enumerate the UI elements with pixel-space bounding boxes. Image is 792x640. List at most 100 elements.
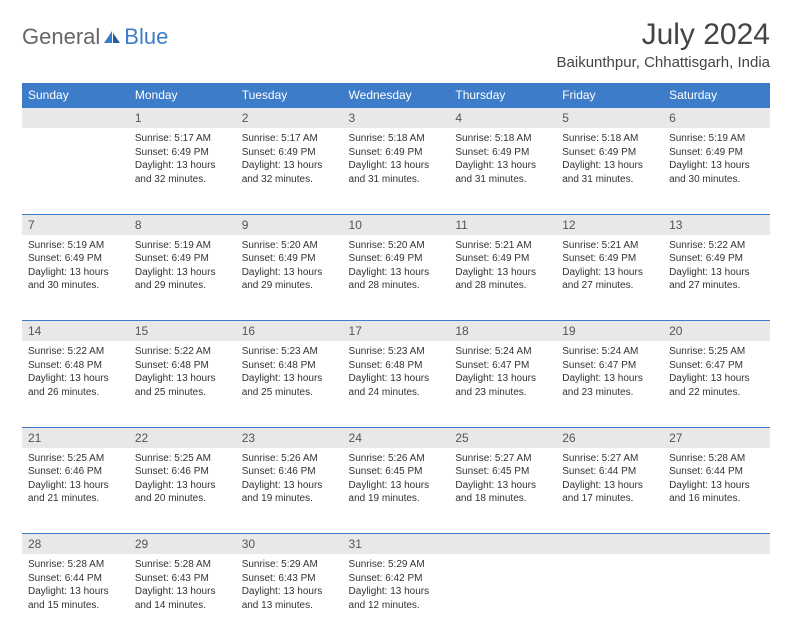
calendar-table: Sunday Monday Tuesday Wednesday Thursday… xyxy=(22,83,770,640)
day-dl2: and 16 minutes. xyxy=(669,492,764,506)
day-ss: Sunset: 6:48 PM xyxy=(349,359,444,373)
day-dl1: Daylight: 13 hours xyxy=(242,266,337,280)
day-number-row: 21222324252627 xyxy=(22,427,770,448)
day-sr: Sunrise: 5:21 AM xyxy=(562,239,657,253)
day-dl2: and 30 minutes. xyxy=(669,173,764,187)
day-content: Sunrise: 5:23 AMSunset: 6:48 PMDaylight:… xyxy=(343,341,450,405)
day-ss: Sunset: 6:42 PM xyxy=(349,572,444,586)
day-dl1: Daylight: 13 hours xyxy=(455,372,550,386)
day-content: Sunrise: 5:24 AMSunset: 6:47 PMDaylight:… xyxy=(449,341,556,405)
day-number: 29 xyxy=(129,534,236,555)
day-cell: Sunrise: 5:18 AMSunset: 6:49 PMDaylight:… xyxy=(449,128,556,214)
day-cell: Sunrise: 5:20 AMSunset: 6:49 PMDaylight:… xyxy=(236,235,343,321)
day-dl2: and 23 minutes. xyxy=(455,386,550,400)
day-number: 9 xyxy=(236,214,343,235)
day-dl1: Daylight: 13 hours xyxy=(28,372,123,386)
day-number: 25 xyxy=(449,427,556,448)
day-ss: Sunset: 6:43 PM xyxy=(135,572,230,586)
day-number: 11 xyxy=(449,214,556,235)
day-cell xyxy=(449,554,556,640)
weekday-header-row: Sunday Monday Tuesday Wednesday Thursday… xyxy=(22,83,770,108)
day-number: 2 xyxy=(236,108,343,129)
day-dl1: Daylight: 13 hours xyxy=(135,585,230,599)
day-dl1: Daylight: 13 hours xyxy=(562,159,657,173)
day-dl1: Daylight: 13 hours xyxy=(349,372,444,386)
day-ss: Sunset: 6:47 PM xyxy=(455,359,550,373)
day-ss: Sunset: 6:49 PM xyxy=(562,252,657,266)
day-dl2: and 29 minutes. xyxy=(135,279,230,293)
day-content: Sunrise: 5:21 AMSunset: 6:49 PMDaylight:… xyxy=(449,235,556,299)
day-ss: Sunset: 6:49 PM xyxy=(562,146,657,160)
day-sr: Sunrise: 5:19 AM xyxy=(669,132,764,146)
day-cell: Sunrise: 5:21 AMSunset: 6:49 PMDaylight:… xyxy=(449,235,556,321)
day-cell: Sunrise: 5:21 AMSunset: 6:49 PMDaylight:… xyxy=(556,235,663,321)
day-number: 26 xyxy=(556,427,663,448)
day-content: Sunrise: 5:17 AMSunset: 6:49 PMDaylight:… xyxy=(129,128,236,192)
day-sr: Sunrise: 5:26 AM xyxy=(349,452,444,466)
day-dl2: and 18 minutes. xyxy=(455,492,550,506)
day-cell: Sunrise: 5:25 AMSunset: 6:46 PMDaylight:… xyxy=(22,448,129,534)
day-ss: Sunset: 6:49 PM xyxy=(135,146,230,160)
day-number-row: 28293031 xyxy=(22,534,770,555)
logo-sail-icon xyxy=(102,29,122,45)
day-number: 23 xyxy=(236,427,343,448)
day-number: 19 xyxy=(556,321,663,342)
day-dl1: Daylight: 13 hours xyxy=(28,479,123,493)
day-content: Sunrise: 5:24 AMSunset: 6:47 PMDaylight:… xyxy=(556,341,663,405)
day-cell: Sunrise: 5:25 AMSunset: 6:47 PMDaylight:… xyxy=(663,341,770,427)
day-content-row: Sunrise: 5:22 AMSunset: 6:48 PMDaylight:… xyxy=(22,341,770,427)
logo: General Blue xyxy=(22,18,168,50)
day-cell: Sunrise: 5:24 AMSunset: 6:47 PMDaylight:… xyxy=(556,341,663,427)
day-content: Sunrise: 5:19 AMSunset: 6:49 PMDaylight:… xyxy=(22,235,129,299)
day-dl2: and 31 minutes. xyxy=(349,173,444,187)
day-dl1: Daylight: 13 hours xyxy=(349,585,444,599)
day-number: 31 xyxy=(343,534,450,555)
day-content: Sunrise: 5:17 AMSunset: 6:49 PMDaylight:… xyxy=(236,128,343,192)
day-dl2: and 22 minutes. xyxy=(669,386,764,400)
day-dl2: and 12 minutes. xyxy=(349,599,444,613)
day-content: Sunrise: 5:29 AMSunset: 6:43 PMDaylight:… xyxy=(236,554,343,618)
day-content: Sunrise: 5:25 AMSunset: 6:46 PMDaylight:… xyxy=(129,448,236,512)
weekday-header: Sunday xyxy=(22,83,129,108)
day-ss: Sunset: 6:46 PM xyxy=(28,465,123,479)
weekday-header: Monday xyxy=(129,83,236,108)
day-content: Sunrise: 5:18 AMSunset: 6:49 PMDaylight:… xyxy=(449,128,556,192)
day-dl1: Daylight: 13 hours xyxy=(562,372,657,386)
day-number: 3 xyxy=(343,108,450,129)
day-ss: Sunset: 6:47 PM xyxy=(562,359,657,373)
day-dl2: and 20 minutes. xyxy=(135,492,230,506)
day-sr: Sunrise: 5:27 AM xyxy=(455,452,550,466)
day-cell: Sunrise: 5:18 AMSunset: 6:49 PMDaylight:… xyxy=(343,128,450,214)
day-cell: Sunrise: 5:29 AMSunset: 6:43 PMDaylight:… xyxy=(236,554,343,640)
day-dl2: and 32 minutes. xyxy=(135,173,230,187)
weekday-header: Wednesday xyxy=(343,83,450,108)
day-cell: Sunrise: 5:28 AMSunset: 6:43 PMDaylight:… xyxy=(129,554,236,640)
day-content: Sunrise: 5:28 AMSunset: 6:44 PMDaylight:… xyxy=(663,448,770,512)
day-dl1: Daylight: 13 hours xyxy=(135,159,230,173)
day-dl2: and 14 minutes. xyxy=(135,599,230,613)
day-dl1: Daylight: 13 hours xyxy=(242,159,337,173)
day-number: 1 xyxy=(129,108,236,129)
day-number: 20 xyxy=(663,321,770,342)
day-ss: Sunset: 6:44 PM xyxy=(28,572,123,586)
day-sr: Sunrise: 5:28 AM xyxy=(669,452,764,466)
day-dl2: and 15 minutes. xyxy=(28,599,123,613)
day-number: 8 xyxy=(129,214,236,235)
day-content: Sunrise: 5:18 AMSunset: 6:49 PMDaylight:… xyxy=(343,128,450,192)
day-ss: Sunset: 6:43 PM xyxy=(242,572,337,586)
day-sr: Sunrise: 5:24 AM xyxy=(455,345,550,359)
day-sr: Sunrise: 5:23 AM xyxy=(242,345,337,359)
day-cell: Sunrise: 5:27 AMSunset: 6:44 PMDaylight:… xyxy=(556,448,663,534)
day-cell: Sunrise: 5:23 AMSunset: 6:48 PMDaylight:… xyxy=(343,341,450,427)
day-dl2: and 32 minutes. xyxy=(242,173,337,187)
day-cell: Sunrise: 5:19 AMSunset: 6:49 PMDaylight:… xyxy=(663,128,770,214)
day-dl2: and 25 minutes. xyxy=(135,386,230,400)
day-content: Sunrise: 5:23 AMSunset: 6:48 PMDaylight:… xyxy=(236,341,343,405)
day-sr: Sunrise: 5:17 AM xyxy=(135,132,230,146)
day-dl1: Daylight: 13 hours xyxy=(669,159,764,173)
day-content: Sunrise: 5:27 AMSunset: 6:44 PMDaylight:… xyxy=(556,448,663,512)
day-content: Sunrise: 5:18 AMSunset: 6:49 PMDaylight:… xyxy=(556,128,663,192)
day-number: 17 xyxy=(343,321,450,342)
day-number xyxy=(449,534,556,555)
day-ss: Sunset: 6:44 PM xyxy=(669,465,764,479)
